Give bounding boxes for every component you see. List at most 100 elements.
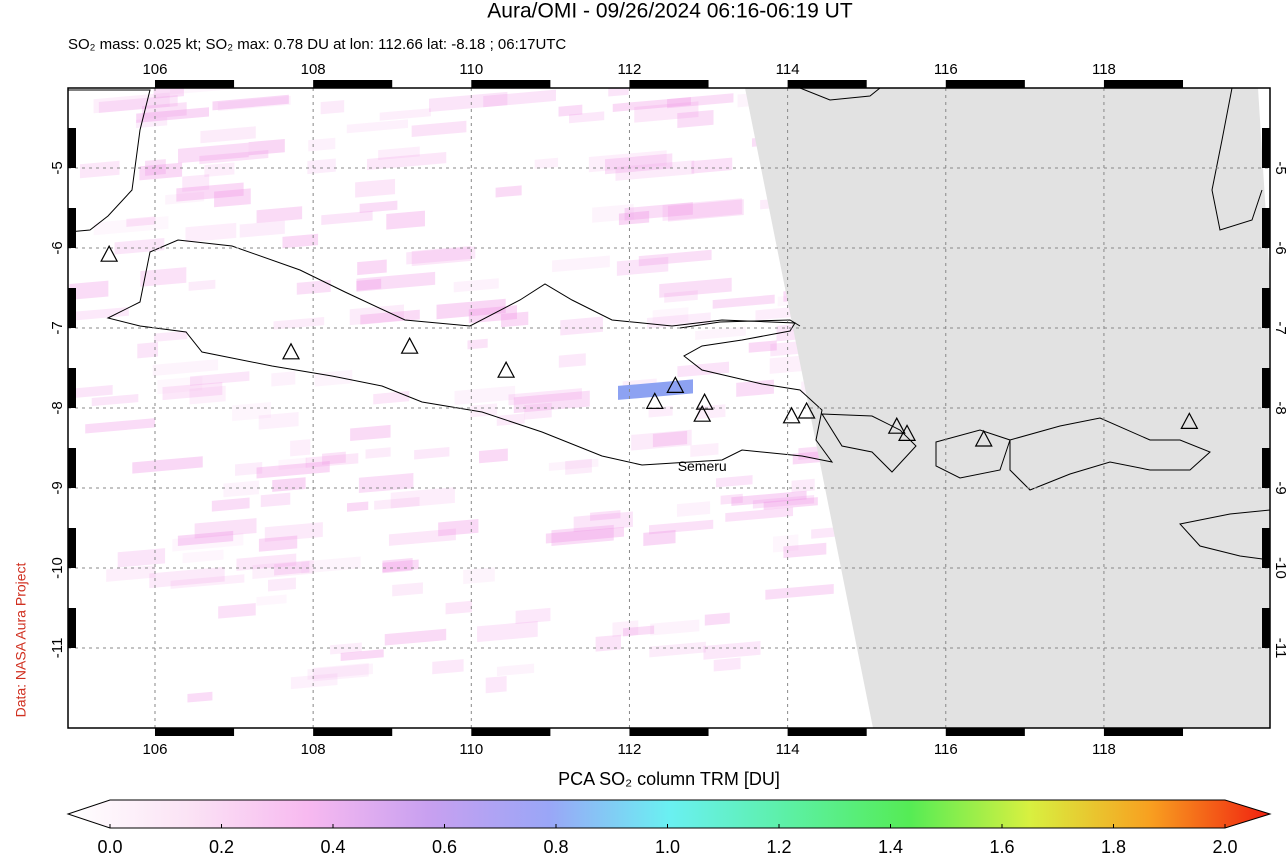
volcano-label: Semeru bbox=[678, 458, 727, 474]
retrieval-pixel bbox=[662, 198, 742, 221]
retrieval-pixel bbox=[431, 57, 453, 73]
y-tick-bar bbox=[68, 528, 76, 568]
retrieval-pixel bbox=[322, 451, 346, 465]
retrieval-pixel bbox=[703, 640, 761, 660]
retrieval-pixel bbox=[558, 104, 583, 117]
retrieval-pixel bbox=[612, 620, 639, 637]
x-tick-bar bbox=[629, 80, 709, 88]
retrieval-pixel bbox=[406, 246, 476, 265]
volcano-marker bbox=[797, 401, 816, 419]
retrieval-pixel bbox=[638, 249, 712, 267]
colorbar-tick-label: 1.4 bbox=[878, 837, 903, 855]
y-tick-bar bbox=[68, 448, 76, 488]
x-tick-label: 114 bbox=[776, 741, 800, 758]
coastline-madura bbox=[679, 319, 801, 329]
colorbar-tick-label: 0.4 bbox=[320, 837, 345, 855]
retrieval-pixel bbox=[783, 542, 827, 559]
x-tick-bar bbox=[471, 728, 551, 736]
retrieval-pixel bbox=[524, 402, 552, 420]
retrieval-pixel bbox=[248, 138, 285, 156]
y-tick-label: -9 bbox=[49, 481, 66, 494]
y-tick-label: -9 bbox=[1272, 481, 1288, 494]
retrieval-pixel bbox=[271, 371, 296, 387]
volcano-marker bbox=[100, 244, 119, 262]
y-tick-label: -7 bbox=[1272, 321, 1288, 334]
x-tick-label: 106 bbox=[142, 741, 167, 758]
retrieval-pixel bbox=[631, 429, 692, 451]
x-tick-label: 118 bbox=[1092, 741, 1116, 758]
retrieval-pixel bbox=[860, 14, 905, 28]
x-tick-bar bbox=[313, 728, 393, 736]
retrieval-pixel bbox=[676, 501, 711, 517]
retrieval-pixel bbox=[252, 559, 314, 579]
retrieval-pixel bbox=[239, 220, 285, 238]
axes: 106 106 108 108 110 110 112 112 114 114 116 116 118 1… bbox=[49, 61, 1288, 758]
retrieval-pixel bbox=[649, 641, 706, 658]
x-tick-bar bbox=[787, 80, 867, 88]
retrieval-pixel bbox=[176, 182, 244, 202]
y-tick-label: -11 bbox=[49, 638, 66, 659]
retrieval-pixel bbox=[588, 150, 667, 173]
x-tick-bar bbox=[1103, 80, 1184, 88]
colorbar-tick-label: 0.0 bbox=[97, 837, 122, 855]
retrieval-pixel bbox=[695, 326, 746, 340]
x-tick-bar bbox=[313, 80, 393, 88]
retrieval-pixel bbox=[165, 191, 205, 205]
retrieval-pixel bbox=[365, 447, 391, 459]
retrieval-pixel bbox=[615, 160, 695, 181]
y-tick-label: -11 bbox=[1272, 638, 1288, 659]
map-area: Semeru bbox=[68, 14, 1270, 728]
retrieval-pixel bbox=[411, 120, 467, 138]
retrieval-pixel bbox=[153, 88, 184, 99]
retrieval-pixel bbox=[605, 38, 626, 50]
retrieval-pixel bbox=[573, 511, 633, 533]
retrieval-pixel bbox=[349, 304, 404, 326]
x-tick-label: 108 bbox=[301, 61, 326, 78]
volcano-marker bbox=[974, 429, 993, 447]
retrieval-pixel bbox=[117, 548, 166, 568]
retrieval-pixel bbox=[604, 153, 673, 175]
retrieval-pixel bbox=[290, 439, 311, 457]
retrieval-pixel bbox=[190, 371, 250, 386]
retrieval-pixel bbox=[612, 97, 691, 112]
retrieval-pixel bbox=[314, 369, 353, 387]
retrieval-pixel bbox=[453, 278, 499, 293]
colorbar-tick-label: 1.8 bbox=[1101, 837, 1126, 855]
coastline-java bbox=[106, 239, 834, 466]
retrieval-pixel bbox=[545, 526, 624, 544]
retrieval-pixel bbox=[677, 109, 714, 128]
retrieval-pixel bbox=[470, 403, 498, 418]
retrieval-pixel bbox=[93, 92, 170, 114]
volcano-marker bbox=[782, 406, 801, 424]
y-tick-label: -8 bbox=[1272, 401, 1288, 414]
retrieval-pixel bbox=[649, 519, 714, 535]
retrieval-pixel bbox=[296, 279, 331, 295]
retrieval-pixel bbox=[203, 66, 260, 82]
retrieval-pixel bbox=[495, 185, 522, 198]
y-tick-bar bbox=[68, 288, 76, 328]
retrieval-pixel bbox=[590, 510, 621, 521]
retrieval-pixel bbox=[752, 494, 815, 509]
retrieval-pixel bbox=[429, 91, 508, 112]
coastline-lombok bbox=[935, 429, 1011, 479]
retrieval-pixel bbox=[565, 458, 592, 475]
retrieval-pixel bbox=[713, 657, 741, 672]
retrieval-pixel bbox=[515, 607, 551, 625]
retrieval-pixel bbox=[305, 453, 359, 468]
subtitle: SO₂ mass: 0.025 kt; SO₂ max: 0.78 DU at … bbox=[68, 36, 566, 53]
y-tick-label: -5 bbox=[49, 161, 66, 174]
y-tick-bar bbox=[1262, 128, 1270, 168]
retrieval-pixel bbox=[70, 385, 113, 399]
retrieval-pixel bbox=[258, 411, 299, 430]
retrieval-pixel bbox=[282, 233, 319, 249]
retrieval-pixel bbox=[140, 267, 187, 287]
y-tick-bar bbox=[1262, 368, 1270, 408]
retrieval-pixel bbox=[235, 462, 263, 476]
retrieval-pixel bbox=[273, 316, 325, 330]
retrieval-pixel bbox=[508, 388, 582, 406]
retrieval-pixel bbox=[378, 146, 420, 161]
retrieval-pixel bbox=[212, 94, 289, 111]
retrieval-pixel bbox=[312, 663, 369, 682]
graticule bbox=[68, 88, 1270, 728]
retrieval-pixel bbox=[650, 619, 700, 636]
